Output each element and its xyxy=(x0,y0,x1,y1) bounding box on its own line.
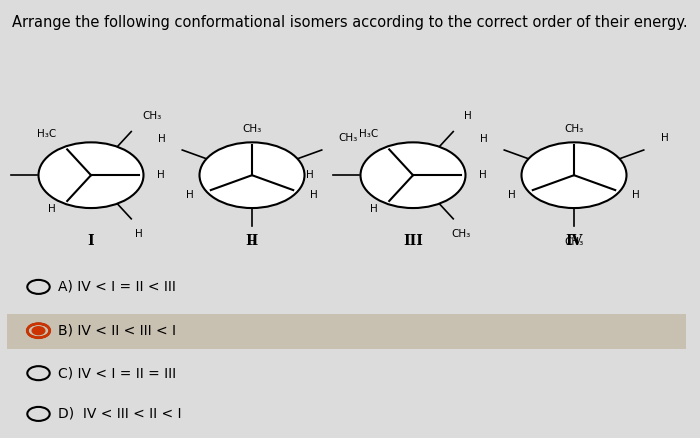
Circle shape xyxy=(199,142,304,208)
Circle shape xyxy=(360,142,466,208)
Text: H: H xyxy=(480,170,487,180)
Text: H: H xyxy=(370,205,378,214)
Text: CH₃: CH₃ xyxy=(564,124,584,134)
Text: H: H xyxy=(306,170,314,180)
Text: CH₃: CH₃ xyxy=(143,111,162,121)
Text: H: H xyxy=(310,190,318,200)
Text: Arrange the following conformational isomers according to the correct order of t: Arrange the following conformational iso… xyxy=(12,15,688,30)
Text: H₃C: H₃C xyxy=(37,129,56,139)
Text: H: H xyxy=(661,133,668,143)
Text: I: I xyxy=(88,234,94,248)
Bar xyxy=(7,314,686,349)
Text: A) IV < I = II < III: A) IV < I = II < III xyxy=(58,280,176,294)
Text: H: H xyxy=(480,134,487,145)
Text: H: H xyxy=(158,170,165,180)
Circle shape xyxy=(522,142,626,208)
Circle shape xyxy=(32,327,45,335)
Text: H: H xyxy=(186,190,194,200)
Text: H: H xyxy=(48,205,56,214)
Text: H: H xyxy=(158,134,165,145)
Text: H: H xyxy=(248,237,256,247)
Text: CH₃: CH₃ xyxy=(564,237,584,247)
Text: CH₃: CH₃ xyxy=(339,133,358,143)
Text: H: H xyxy=(135,230,143,239)
Text: CH₃: CH₃ xyxy=(242,124,262,134)
Text: H: H xyxy=(632,190,640,200)
Text: H: H xyxy=(508,190,516,200)
Text: IV: IV xyxy=(566,234,582,248)
Text: D)  IV < III < II < I: D) IV < III < II < I xyxy=(58,407,181,421)
Text: H: H xyxy=(465,111,472,121)
Text: III: III xyxy=(403,234,423,248)
Text: B) IV < II < III < I: B) IV < II < III < I xyxy=(58,324,176,338)
Text: H₃C: H₃C xyxy=(358,129,378,139)
Text: II: II xyxy=(246,234,258,248)
Text: CH₃: CH₃ xyxy=(452,230,470,239)
Text: C) IV < I = II = III: C) IV < I = II = III xyxy=(58,366,176,380)
Circle shape xyxy=(38,142,144,208)
